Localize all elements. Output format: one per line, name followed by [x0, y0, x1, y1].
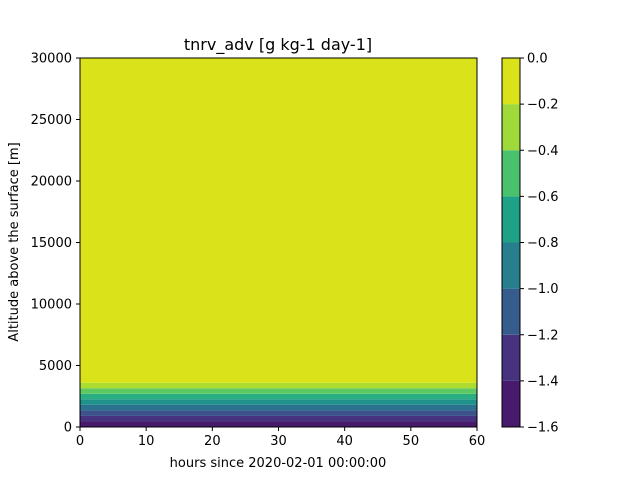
colorbar-segment-5 — [502, 150, 520, 197]
y-axis: 0 5000 10000 15000 20000 25000 30000 — [31, 52, 80, 436]
contour-band-1 — [80, 415, 477, 422]
y-tick-label: 15000 — [31, 236, 72, 251]
contour-band-2 — [80, 410, 477, 416]
colorbar-tick-label: −0.6 — [527, 190, 559, 205]
chart-title: tnrv_adv [g kg-1 day-1] — [184, 35, 372, 55]
y-tick-label: 5000 — [39, 359, 72, 374]
contour-band-6 — [80, 388, 477, 394]
x-tick-label: 30 — [270, 434, 287, 449]
contour-band-5 — [80, 393, 477, 400]
x-tick-label: 10 — [138, 434, 155, 449]
x-axis-label: hours since 2020-02-01 00:00:00 — [170, 456, 387, 471]
colorbar-segment-4 — [502, 196, 520, 243]
colorbar-tick-label: −1.6 — [527, 421, 559, 436]
contour-band-7 — [80, 382, 477, 389]
contour-band-3 — [80, 404, 477, 411]
colorbar-tick-label: −0.2 — [527, 98, 559, 113]
colorbar-segment-6 — [502, 104, 520, 151]
y-tick-label: 25000 — [31, 113, 72, 128]
contour-band-8 — [80, 58, 477, 383]
y-tick-label: 30000 — [31, 52, 72, 67]
colorbar-segment-0 — [502, 380, 520, 427]
colorbar-tick-label: 0.0 — [527, 52, 548, 67]
x-tick-label: 0 — [76, 434, 84, 449]
x-tick-label: 50 — [403, 434, 420, 449]
y-tick-label: 0 — [64, 421, 72, 436]
colorbar-tick-label: −1.0 — [527, 282, 559, 297]
y-tick-label: 10000 — [31, 298, 72, 313]
colorbar — [502, 58, 520, 427]
contour-fill — [80, 58, 477, 427]
x-tick-label: 60 — [469, 434, 486, 449]
contour-band-4 — [80, 399, 477, 405]
colorbar-segment-3 — [502, 242, 520, 289]
colorbar-tick-label: −1.4 — [527, 374, 559, 389]
x-tick-label: 40 — [336, 434, 353, 449]
contour-band-0 — [80, 421, 477, 427]
colorbar-segment-2 — [502, 288, 520, 335]
y-tick-label: 20000 — [31, 175, 72, 190]
colorbar-tick-label: −0.4 — [527, 144, 559, 159]
colorbar-segment-7 — [502, 58, 520, 105]
colorbar-segment-1 — [502, 334, 520, 381]
colorbar-tick-label: −1.2 — [527, 328, 559, 343]
x-axis: 0 10 20 30 40 50 60 — [76, 427, 485, 449]
colorbar-tick-label: −0.8 — [527, 236, 559, 251]
y-axis-label: Altitude above the surface [m] — [7, 142, 22, 341]
x-tick-label: 20 — [204, 434, 221, 449]
colorbar-ticks: −1.6 −1.4 −1.2 −1.0 −0.8 −0.6 −0.4 −0.2 0.0 — [520, 52, 559, 436]
